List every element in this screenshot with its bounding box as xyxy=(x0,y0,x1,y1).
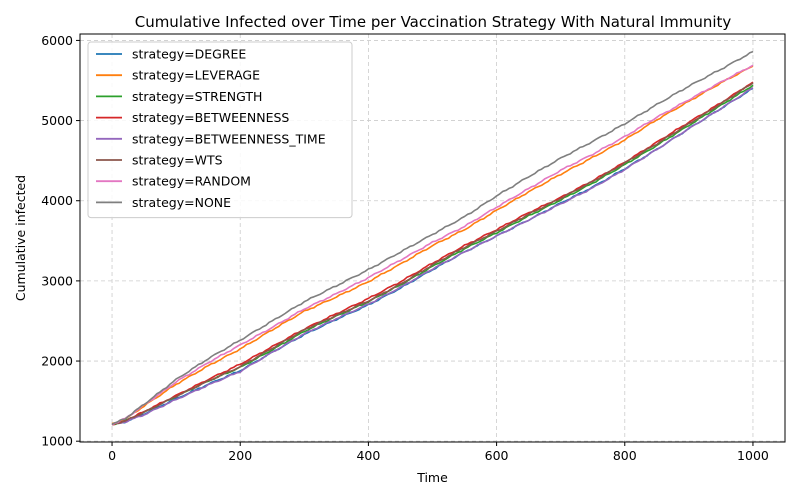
legend-label: strategy=RANDOM xyxy=(132,174,251,189)
legend-label: strategy=BETWEENNESS xyxy=(132,110,289,125)
x-tick-label: 200 xyxy=(228,448,252,463)
y-axis: 1000 2000 3000 4000 5000 6000 xyxy=(41,33,80,449)
legend: strategy=DEGREE strategy=LEVERAGE strategy… xyxy=(87,41,353,219)
x-tick-label: 400 xyxy=(356,448,380,463)
x-tick-label: 1000 xyxy=(737,448,769,463)
x-axis-label: Time xyxy=(416,470,448,485)
grid xyxy=(80,34,785,442)
legend-label: strategy=NONE xyxy=(132,195,231,210)
series-line-strategy-betweenness-time xyxy=(111,87,754,426)
legend-label: strategy=WTS xyxy=(132,153,223,168)
legend-label: strategy=STRENGTH xyxy=(132,89,262,104)
series-lines xyxy=(111,50,754,426)
legend-label: strategy=BETWEENNESS_TIME xyxy=(132,131,326,146)
legend-label: strategy=LEVERAGE xyxy=(132,68,260,83)
y-tick-label: 1000 xyxy=(41,434,73,449)
legend-box xyxy=(87,41,353,219)
legend-label: strategy=DEGREE xyxy=(132,47,246,62)
series-line-strategy-betweenness xyxy=(111,81,754,426)
series-line-strategy-wts xyxy=(111,82,754,426)
chart-title: Cumulative Infected over Time per Vaccin… xyxy=(135,13,732,31)
y-tick-label: 4000 xyxy=(41,193,73,208)
y-tick-label: 2000 xyxy=(41,354,73,369)
plot-frame xyxy=(79,33,786,443)
series-line-strategy-random xyxy=(111,64,754,426)
y-tick-label: 5000 xyxy=(41,113,73,128)
y-tick-label: 6000 xyxy=(41,33,73,48)
y-axis-label: Cumulative infected xyxy=(13,175,28,301)
series-line-strategy-leverage xyxy=(111,65,754,425)
y-tick-label: 3000 xyxy=(41,273,73,288)
x-tick-label: 800 xyxy=(613,448,637,463)
x-axis: 0 200 400 600 800 1000 xyxy=(108,442,769,463)
x-tick-label: 600 xyxy=(485,448,509,463)
series-line-strategy-none xyxy=(111,50,754,426)
x-tick-label: 0 xyxy=(108,448,116,463)
